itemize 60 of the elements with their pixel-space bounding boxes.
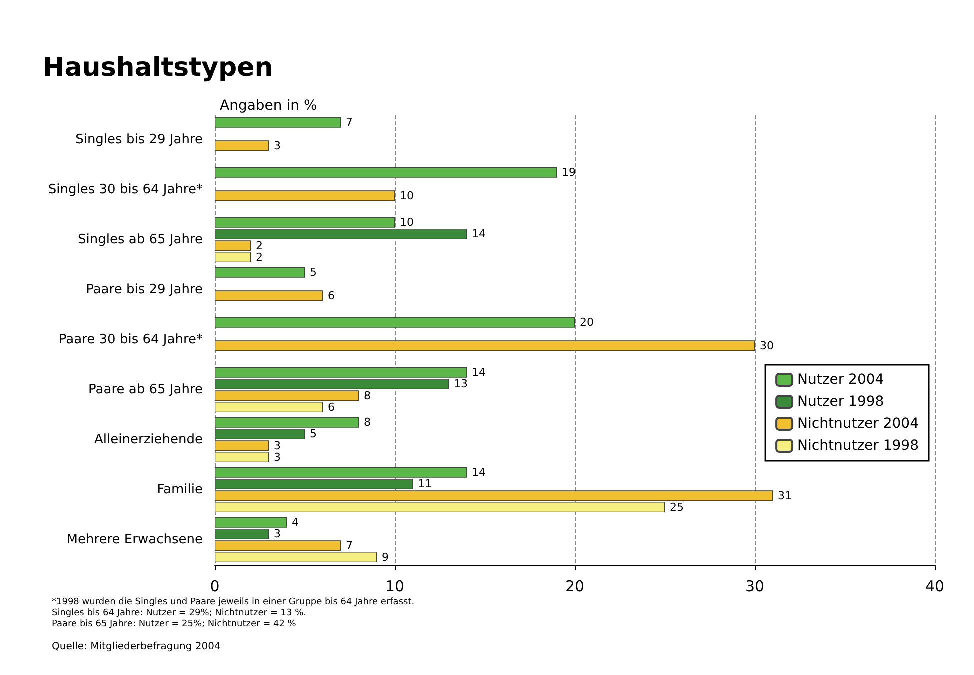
y-tick-label: Alleinerziehende — [94, 432, 203, 448]
y-tick-label: Singles bis 29 Jahre — [76, 132, 203, 148]
data-label: 19 — [562, 166, 576, 180]
text: *1998 wurden die Singles und Paare jeweils in einer Gruppe bis 64 Jahre erfasst. — [52, 598, 415, 608]
x-tick-label: 10 — [385, 578, 405, 596]
bar — [215, 190, 395, 201]
legend-label: Nichtnutzer 1998 — [798, 438, 920, 454]
data-label: 5 — [310, 428, 317, 441]
source-note: Quelle: Mitgliederbefragung 2004 — [52, 642, 221, 652]
data-label: 11 — [418, 478, 432, 491]
legend-label: Nichtnutzer 2004 — [798, 416, 920, 432]
data-label: 3 — [274, 528, 281, 541]
bar — [215, 340, 755, 351]
data-label: 8 — [364, 416, 371, 430]
data-label: 25 — [670, 500, 684, 514]
bar — [215, 268, 305, 278]
data-label: 10 — [400, 189, 414, 202]
x-tick-label: 30 — [745, 578, 765, 596]
chart-title: Haushaltstypen — [43, 53, 274, 83]
data-label: 9 — [382, 550, 389, 564]
bar — [215, 140, 269, 151]
data-label: 30 — [760, 339, 774, 352]
data-label: 3 — [274, 139, 281, 152]
data-label: 14 — [472, 228, 486, 241]
text: Paare bis 65 Jahre: Nutzer = 25%; Nichtnutzer = 42 % — [52, 620, 297, 630]
legend-label: Nutzer 1998 — [798, 394, 884, 410]
data-label: 5 — [310, 266, 317, 280]
data-label: 3 — [274, 450, 281, 464]
bar — [215, 290, 323, 301]
data-label: 20 — [580, 316, 594, 330]
y-tick-label: Mehrere Erwachsene — [66, 532, 203, 548]
x-tick-label: 20 — [565, 578, 585, 596]
x-tick-label: 40 — [925, 578, 945, 596]
bar — [215, 168, 557, 178]
x-tick-label: 0 — [210, 578, 220, 596]
data-label: 4 — [292, 516, 299, 530]
y-tick-label: Paare ab 65 Jahre — [88, 382, 203, 398]
y-tick-label: Singles 30 bis 64 Jahre* — [48, 182, 204, 198]
data-label: 14 — [472, 466, 486, 480]
data-label: 6 — [328, 289, 335, 302]
data-label: 14 — [472, 366, 486, 380]
data-label: 2 — [256, 239, 263, 252]
x-axis-title: Angaben in % — [220, 98, 318, 114]
data-label: 10 — [400, 216, 414, 230]
y-tick-label: Paare bis 29 Jahre — [86, 282, 203, 298]
data-label: 31 — [778, 489, 792, 502]
data-label: 7 — [346, 116, 353, 130]
data-label: 6 — [328, 400, 335, 414]
bar — [215, 318, 575, 328]
y-tick-label: Familie — [157, 482, 203, 498]
data-label: 3 — [274, 439, 281, 452]
data-label: 13 — [454, 378, 468, 391]
text: Singles bis 64 Jahre: Nutzer = 29%; Nichtnutzer = 13 %. — [52, 608, 306, 618]
bar — [215, 118, 341, 128]
data-label: 2 — [256, 250, 263, 264]
data-label: 8 — [364, 389, 371, 402]
y-tick-label: Singles ab 65 Jahre — [78, 232, 203, 248]
data-label: 7 — [346, 539, 353, 552]
legend-label: Nutzer 2004 — [798, 372, 884, 388]
y-tick-label: Paare 30 bis 64 Jahre* — [58, 332, 204, 348]
